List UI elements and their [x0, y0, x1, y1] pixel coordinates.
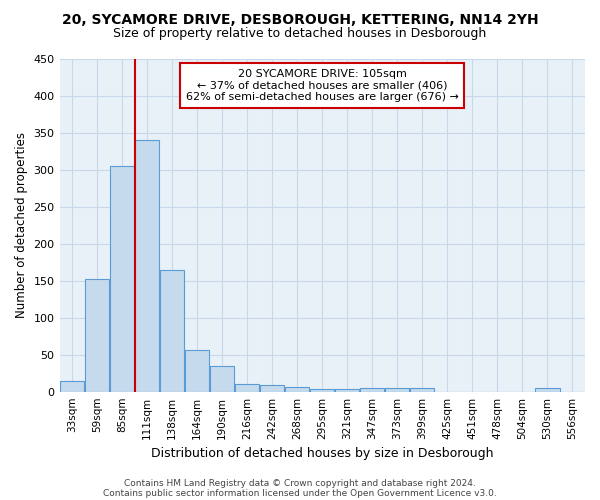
- Text: 20, SYCAMORE DRIVE, DESBOROUGH, KETTERING, NN14 2YH: 20, SYCAMORE DRIVE, DESBOROUGH, KETTERIN…: [62, 12, 538, 26]
- Y-axis label: Number of detached properties: Number of detached properties: [15, 132, 28, 318]
- Bar: [385, 388, 409, 392]
- Bar: [210, 366, 235, 392]
- Text: Size of property relative to detached houses in Desborough: Size of property relative to detached ho…: [113, 28, 487, 40]
- Bar: [535, 388, 560, 392]
- Bar: [235, 384, 259, 392]
- Text: Contains public sector information licensed under the Open Government Licence v3: Contains public sector information licen…: [103, 488, 497, 498]
- Bar: [260, 385, 284, 392]
- Bar: [410, 388, 434, 392]
- Bar: [285, 387, 310, 392]
- Bar: [160, 270, 184, 392]
- Bar: [60, 380, 84, 392]
- Text: Contains HM Land Registry data © Crown copyright and database right 2024.: Contains HM Land Registry data © Crown c…: [124, 478, 476, 488]
- Text: 20 SYCAMORE DRIVE: 105sqm
← 37% of detached houses are smaller (406)
62% of semi: 20 SYCAMORE DRIVE: 105sqm ← 37% of detac…: [186, 69, 459, 102]
- Bar: [310, 390, 334, 392]
- X-axis label: Distribution of detached houses by size in Desborough: Distribution of detached houses by size …: [151, 447, 494, 460]
- Bar: [110, 166, 134, 392]
- Bar: [335, 388, 359, 392]
- Bar: [135, 140, 159, 392]
- Bar: [360, 388, 385, 392]
- Bar: [185, 350, 209, 392]
- Bar: [85, 278, 109, 392]
